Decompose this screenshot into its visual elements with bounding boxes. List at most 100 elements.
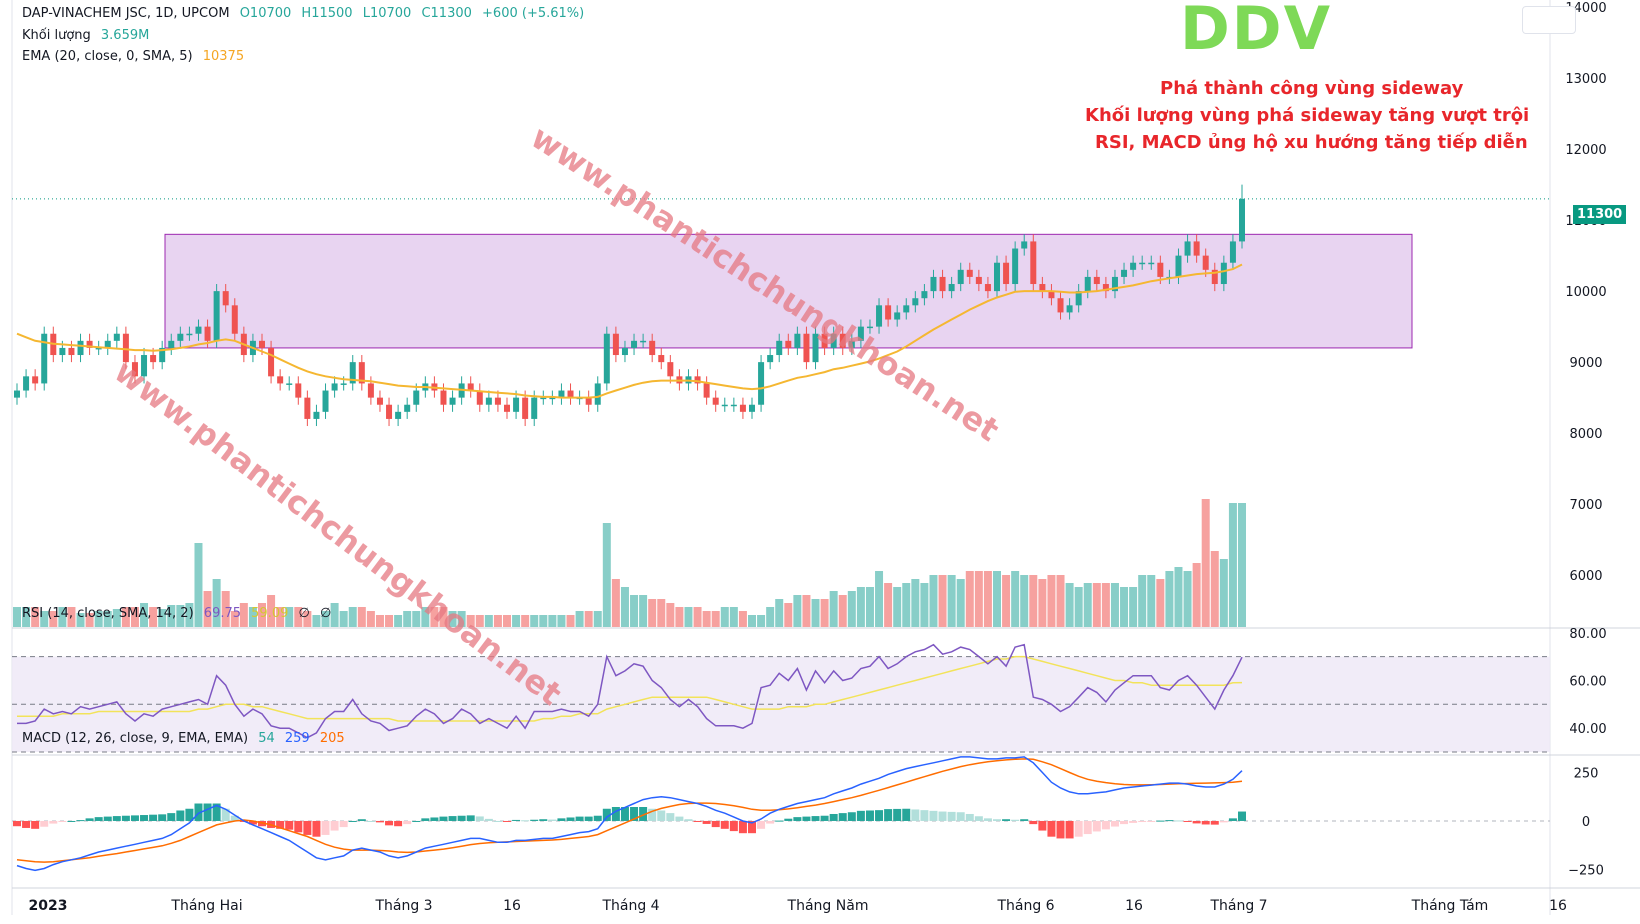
candle-body	[885, 305, 892, 320]
volume-bar	[702, 611, 711, 627]
candle-body	[994, 262, 1000, 292]
candle-body	[340, 383, 347, 385]
volume-bar	[557, 615, 566, 627]
volume-bar	[521, 615, 530, 627]
candle-body	[839, 333, 846, 348]
macd-hist-bar	[766, 820, 775, 824]
macd-hist-bar	[176, 810, 185, 821]
candle-body	[141, 355, 148, 377]
volume-bar	[221, 591, 230, 627]
macd-hist-bar	[611, 807, 620, 821]
macd-hist-bar	[711, 820, 720, 828]
volume-bar	[902, 583, 911, 627]
time-tick-label: Tháng 6	[996, 898, 1054, 914]
macd-legend[interactable]: MACD (12, 26, close, 9, EMA, EMA) 54 259…	[22, 731, 351, 746]
volume-label: Khối lượng	[22, 28, 91, 43]
volume-bar	[203, 591, 212, 627]
macd-line	[16, 756, 1243, 872]
macd-hist-bar	[49, 820, 58, 824]
volume-bar	[965, 571, 974, 627]
volume-bar	[1174, 567, 1183, 627]
macd-hist-bar	[1110, 820, 1119, 827]
volume-bar	[993, 571, 1001, 627]
macd-hist-bar	[557, 818, 566, 821]
rsi-tick-label: 40.00	[1569, 722, 1606, 737]
candle-body	[921, 291, 928, 299]
macd-hist-bar	[947, 811, 956, 821]
macd-hist-bar	[394, 820, 403, 827]
macd-hist-bar	[521, 820, 530, 822]
macd-hist-bar	[956, 812, 965, 821]
macd-hist-bar	[575, 816, 584, 821]
candle-body	[1202, 255, 1209, 270]
candle-body	[1030, 241, 1037, 285]
volume-bar	[1101, 583, 1110, 627]
macd-hist-bar	[1120, 820, 1129, 825]
macd-hist-bar	[884, 809, 893, 821]
candle-body	[32, 376, 39, 384]
macd-hist-bar	[993, 819, 1001, 821]
volume-bar	[1110, 583, 1119, 627]
volume-bar	[983, 571, 992, 627]
macd-hist-bar	[366, 820, 375, 822]
candle-body	[358, 362, 365, 384]
candle-body	[903, 305, 910, 313]
macd-hist-bar	[230, 815, 239, 821]
macd-hist-bar	[666, 813, 675, 821]
volume-bar	[94, 611, 103, 627]
volume-legend[interactable]: Khối lượng 3.659M	[22, 28, 155, 43]
candle-body	[159, 347, 166, 363]
macd-hist-bar	[584, 816, 593, 821]
time-tick-label: 16	[503, 898, 521, 914]
candle-body	[86, 340, 93, 348]
ohlc-low: L10700	[362, 6, 412, 21]
candle-body	[168, 340, 175, 348]
ticker-title: DDV	[1180, 0, 1333, 64]
candle-body	[41, 333, 48, 384]
macd-hist-bar	[657, 810, 666, 821]
macd-hist-bar	[221, 808, 230, 821]
volume-bar	[1138, 575, 1147, 627]
macd-hist-bar	[439, 816, 448, 821]
candle-body	[1130, 262, 1137, 270]
volume-bar	[893, 587, 902, 627]
price-tick-label: 10000	[1565, 285, 1606, 300]
volume-bar	[439, 607, 448, 627]
chart-menu-button[interactable]	[1522, 6, 1576, 34]
macd-hist-bar	[130, 815, 139, 821]
volume-bar	[775, 599, 784, 627]
candle-body	[957, 269, 964, 285]
macd-hist-bar	[466, 815, 475, 821]
rsi-ma-value: 59.09	[251, 606, 289, 621]
candle-body	[440, 390, 447, 405]
candle-body	[59, 347, 66, 356]
macd-hist-bar	[248, 820, 257, 825]
volume-bar	[539, 615, 548, 627]
macd-hist-bar	[285, 820, 294, 830]
rsi-extra-1: ∅	[298, 606, 310, 621]
macd-hist-bar	[330, 820, 339, 831]
candle-body	[1084, 276, 1091, 292]
volume-bar	[276, 607, 285, 627]
candle-body	[930, 276, 937, 292]
candle-body	[449, 397, 456, 405]
candle-body	[939, 276, 946, 292]
volume-bar	[1165, 571, 1174, 627]
candle-body	[812, 333, 819, 363]
volume-bar	[1183, 571, 1192, 627]
ema-legend[interactable]: EMA (20, close, 0, SMA, 5) 10375	[22, 49, 250, 64]
candle-body	[494, 397, 501, 405]
volume-bar	[593, 611, 602, 627]
volume-bar	[784, 603, 793, 627]
candle-body	[857, 326, 864, 341]
macd-hist-bar	[1210, 820, 1219, 825]
time-tick-label: Tháng Tám	[1411, 898, 1489, 914]
macd-label: MACD (12, 26, close, 9, EMA, EMA)	[22, 731, 249, 746]
volume-bar	[285, 607, 294, 627]
candle-body	[331, 383, 338, 391]
candle-body	[803, 333, 810, 363]
rsi-legend[interactable]: RSI (14, close, SMA, 14, 2) 69.75 59.09 …	[22, 606, 337, 621]
macd-hist-bar	[312, 820, 321, 837]
volume-bar	[130, 607, 139, 627]
annotation-line-1: Phá thành công vùng sideway	[1160, 78, 1464, 99]
